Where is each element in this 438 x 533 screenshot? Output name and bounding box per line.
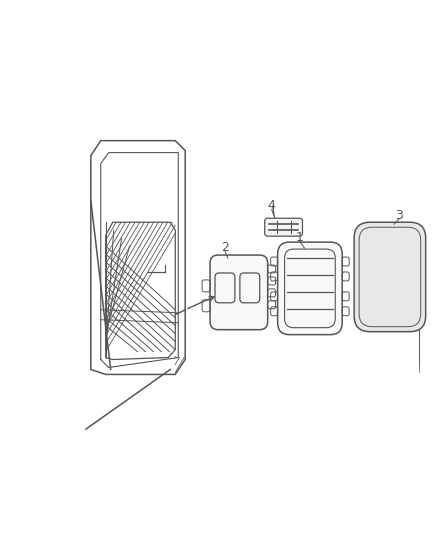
- FancyBboxPatch shape: [278, 242, 342, 335]
- Text: 1: 1: [296, 231, 304, 244]
- FancyBboxPatch shape: [354, 222, 426, 332]
- Text: 2: 2: [221, 240, 229, 254]
- FancyBboxPatch shape: [210, 255, 268, 330]
- Text: 4: 4: [268, 199, 276, 212]
- Text: 3: 3: [395, 209, 403, 222]
- FancyBboxPatch shape: [265, 218, 303, 236]
